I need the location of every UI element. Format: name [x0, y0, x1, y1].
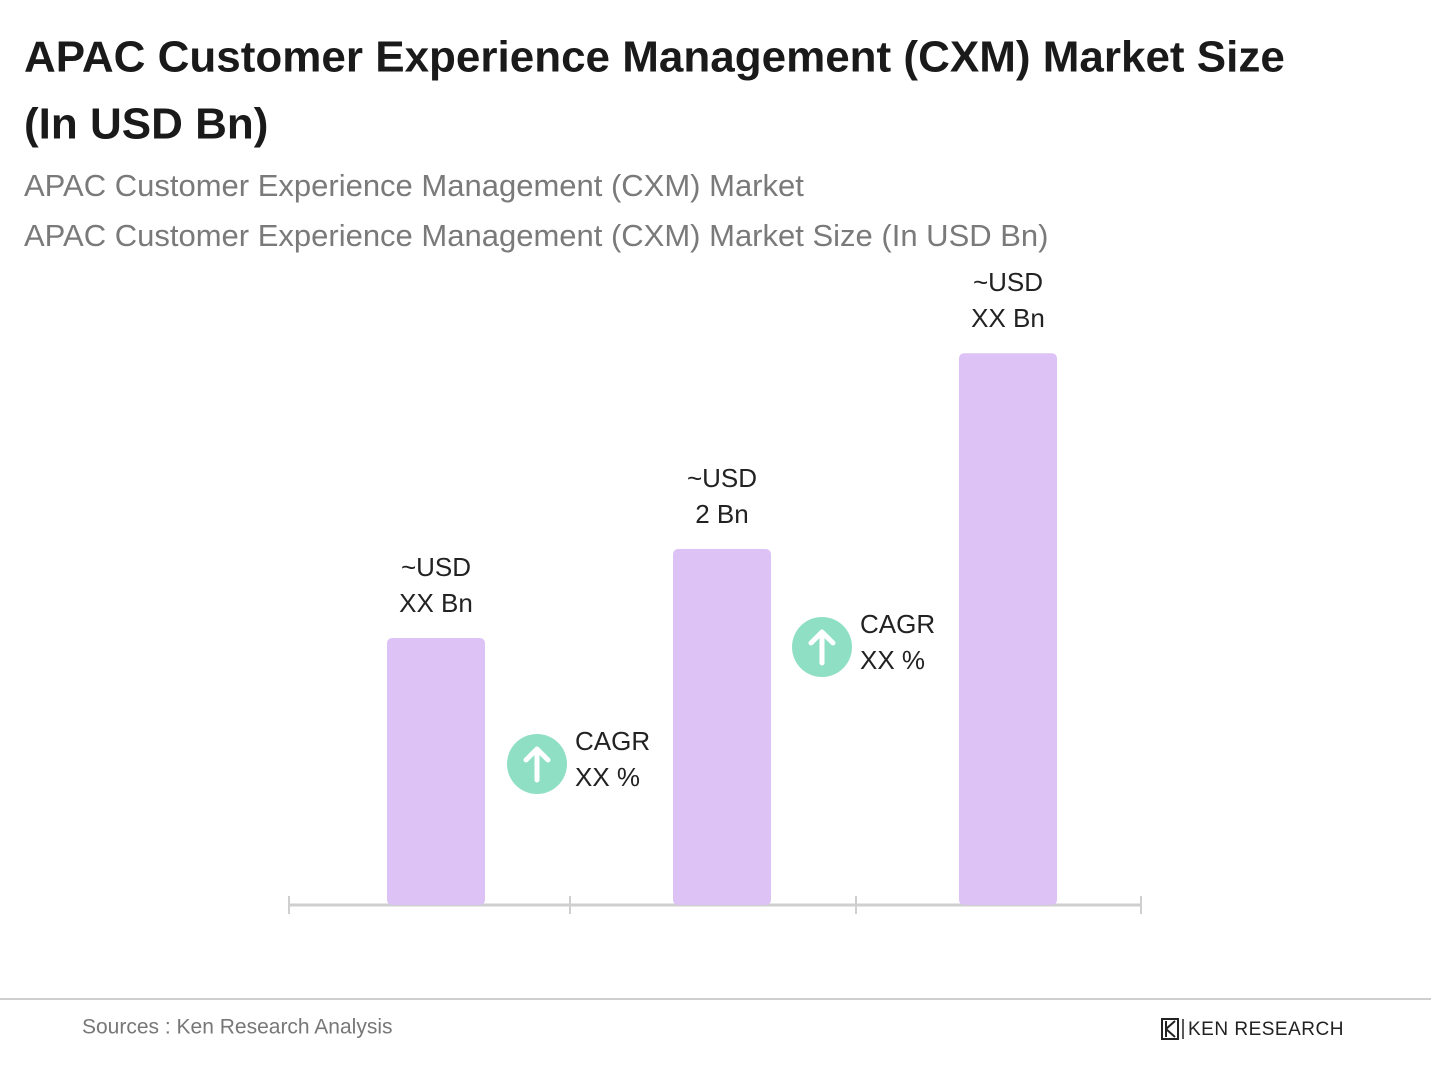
cagr-label: CAGR: [575, 726, 650, 756]
chart-subtitle: APAC Customer Experience Management (CXM…: [24, 218, 1048, 253]
bar: [387, 638, 485, 905]
value-label: ~USD: [687, 463, 757, 493]
bar: [673, 549, 771, 905]
value-label: XX Bn: [399, 588, 473, 618]
chart-subtitle: APAC Customer Experience Management (CXM…: [24, 168, 804, 203]
cagr-arrow: [523, 746, 551, 783]
value-label: ~USD: [973, 267, 1043, 297]
value-label: XX Bn: [971, 303, 1045, 333]
chart-title: (In USD Bn): [24, 100, 268, 149]
source: Sources : Ken Research Analysis: [82, 1016, 393, 1039]
logo-text: KEN RESEARCH: [1188, 1019, 1344, 1040]
cagr-label: XX %: [575, 762, 640, 792]
bar: [959, 353, 1057, 905]
value-label: ~USD: [401, 552, 471, 582]
cagr-label: CAGR: [860, 609, 935, 639]
cagr-label: XX %: [860, 645, 925, 675]
logo-mark: [1161, 1018, 1184, 1040]
value-label: 2 Bn: [695, 499, 749, 529]
cagr-arrow: [808, 629, 836, 666]
chart-title: APAC Customer Experience Management (CXM…: [24, 33, 1285, 82]
